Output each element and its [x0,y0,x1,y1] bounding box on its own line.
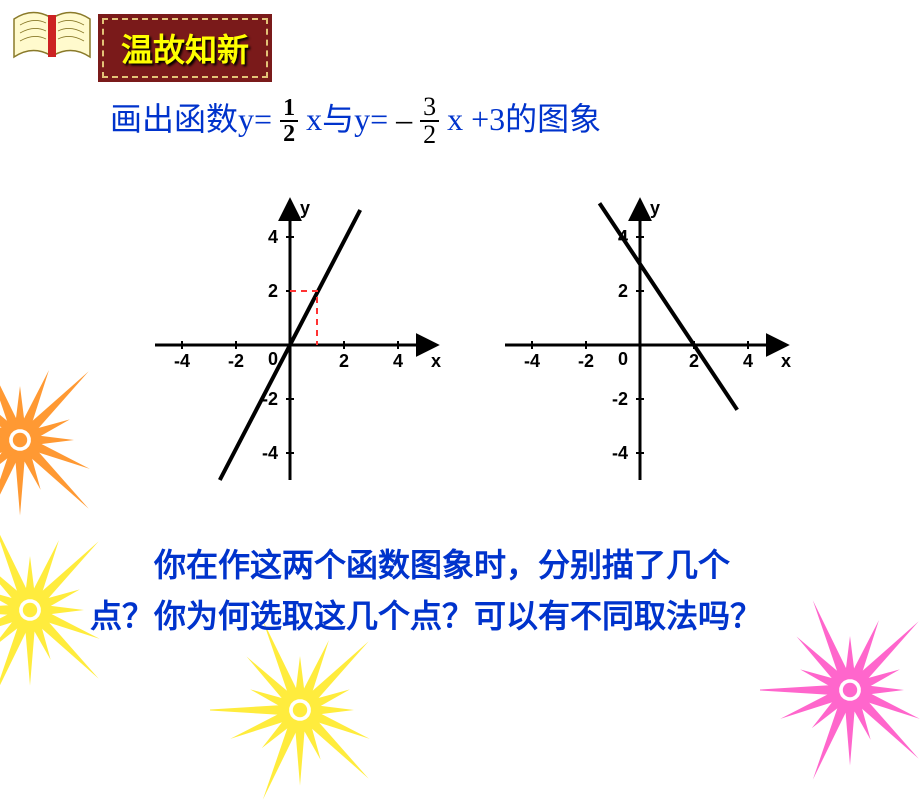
svg-text:2: 2 [339,351,349,371]
svg-text:4: 4 [743,351,753,371]
prompt-t3: x +3的图象 [447,101,601,137]
question-indent [90,547,154,583]
prompt-line: 画出函数y= 1 2 x与y= – 3 2 x +3的图象 [110,94,601,150]
svg-text:-2: -2 [578,351,594,371]
fraction-1: 1 2 [280,96,298,146]
svg-text:y: y [300,198,310,218]
svg-text:y: y [650,198,660,218]
book-icon [10,5,94,63]
sunburst-icon-1 [0,350,110,530]
svg-text:x: x [781,351,791,371]
svg-text:0: 0 [268,349,278,369]
svg-text:4: 4 [393,351,403,371]
svg-text:-2: -2 [228,351,244,371]
svg-text:x: x [431,351,441,371]
fraction-2: 3 2 [420,94,439,148]
svg-text:2: 2 [618,281,628,301]
question-block: 你在作这两个函数图象时，分别描了几个 点？你为何选取这几个点？可以有不同取法吗？ [90,540,870,642]
question-line1: 你在作这两个函数图象时，分别描了几个 [154,547,730,583]
title-text: 温故知新 [121,32,249,68]
minus-sign: – [396,101,412,137]
question-line2: 点？你为何选取这几个点？可以有不同取法吗？ [90,598,762,634]
chart-left: -4-224-4-2240xy [125,180,455,500]
svg-text:-4: -4 [612,443,628,463]
prompt-t1: 画出函数y= [110,101,272,137]
svg-text:2: 2 [689,351,699,371]
chart-right: -4-224-4-2240xy [475,180,805,500]
svg-text:-4: -4 [262,443,278,463]
svg-text:-2: -2 [612,389,628,409]
title-badge: 温故知新 [98,14,272,82]
svg-text:0: 0 [618,349,628,369]
svg-text:-4: -4 [174,351,190,371]
svg-text:4: 4 [268,227,278,247]
sunburst-icon-3 [210,620,390,800]
prompt-t2: x与y= [306,101,396,137]
svg-text:-4: -4 [524,351,540,371]
svg-text:2: 2 [268,281,278,301]
charts-container: -4-224-4-2240xy -4-224-4-2240xy [125,180,805,500]
